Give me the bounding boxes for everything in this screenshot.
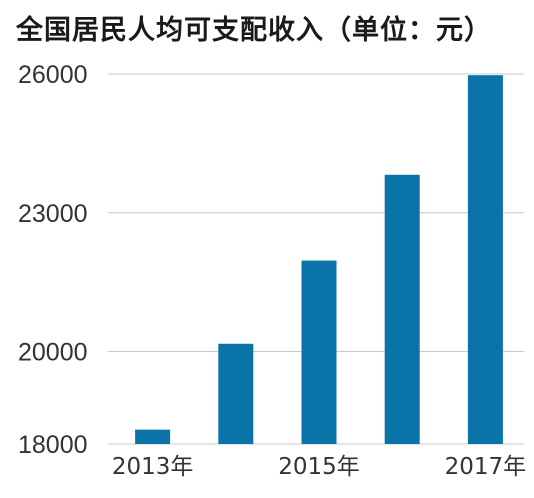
bar	[218, 343, 254, 444]
x-axis-ticks: 2013年 2015年 2017年	[112, 454, 526, 480]
y-tick-label: 20000	[18, 339, 88, 367]
x-tick-label: 2015年	[278, 454, 360, 480]
bar	[467, 75, 503, 444]
x-tick-label: 2013年	[112, 454, 194, 480]
bars	[135, 75, 503, 444]
y-axis-ticks: 18000 20000 23000 26000	[18, 61, 88, 459]
bar	[301, 260, 337, 444]
chart-title: 全国居民人均可支配收入（单位：元）	[16, 15, 492, 46]
bar	[135, 429, 171, 444]
bar	[384, 174, 420, 444]
y-tick-label: 18000	[18, 431, 88, 459]
y-tick-label: 26000	[18, 61, 88, 89]
x-tick-label: 2017年	[445, 454, 527, 480]
y-tick-label: 23000	[18, 200, 88, 228]
